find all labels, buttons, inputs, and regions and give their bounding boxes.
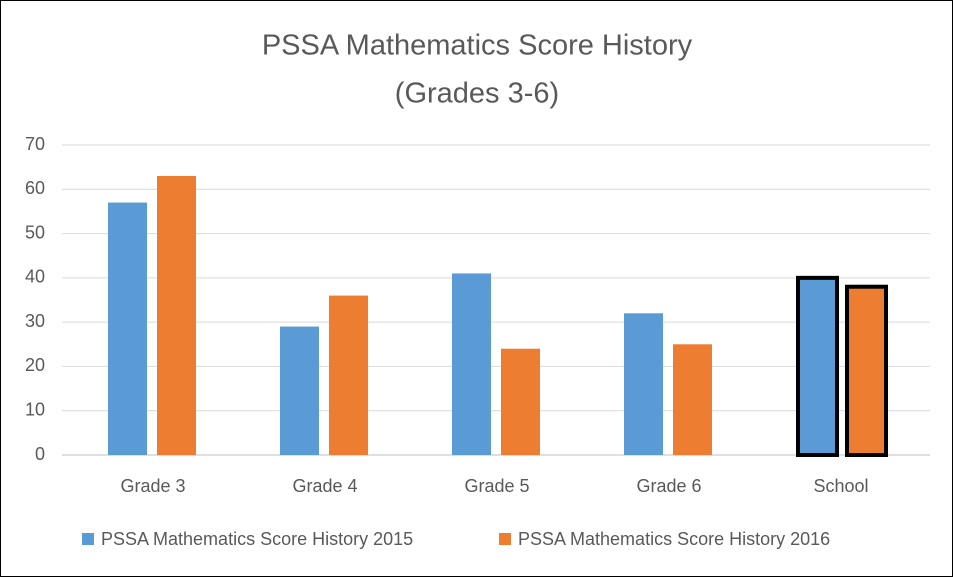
- x-tick-label: Grade 5: [464, 476, 529, 496]
- bar: [329, 295, 368, 455]
- y-tick-label: 10: [25, 399, 45, 419]
- y-tick-label: 60: [25, 178, 45, 198]
- bar: [157, 176, 196, 455]
- legend-label: PSSA Mathematics Score History 2015: [101, 529, 413, 549]
- x-tick-label: Grade 4: [292, 476, 357, 496]
- x-tick-label: Grade 6: [636, 476, 701, 496]
- y-tick-label: 20: [25, 355, 45, 375]
- y-tick-label: 70: [25, 134, 45, 154]
- bar: [280, 326, 319, 455]
- bar: [108, 202, 147, 455]
- chart-title: (Grades 3-6): [395, 78, 559, 110]
- chart-title: PSSA Mathematics Score History: [262, 30, 693, 62]
- legend-swatch: [82, 533, 94, 545]
- bar: [624, 313, 663, 455]
- y-tick-label: 50: [25, 222, 45, 242]
- y-tick-label: 0: [35, 444, 45, 464]
- bar: [501, 348, 540, 455]
- bar: [452, 273, 491, 455]
- x-tick-label: Grade 3: [120, 476, 185, 496]
- bar: [845, 284, 888, 458]
- legend-label: PSSA Mathematics Score History 2016: [518, 529, 830, 549]
- y-tick-label: 40: [25, 267, 45, 287]
- x-tick-label: School: [813, 476, 868, 496]
- bar: [796, 275, 839, 457]
- y-tick-label: 30: [25, 311, 45, 331]
- legend-swatch: [499, 533, 511, 545]
- bar: [673, 344, 712, 455]
